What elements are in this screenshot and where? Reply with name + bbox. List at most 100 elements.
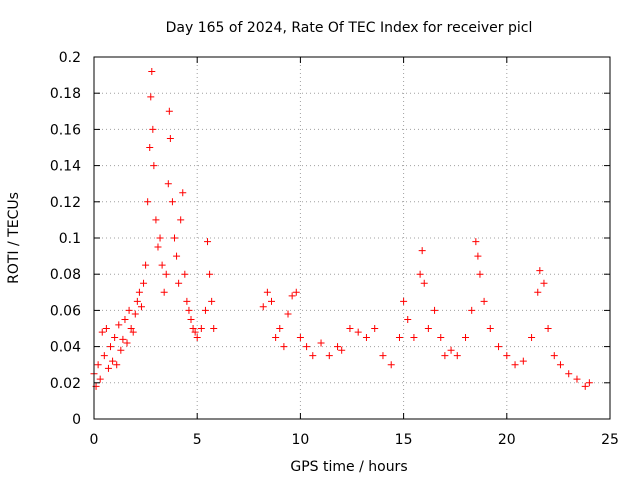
data-point — [395, 334, 403, 342]
data-point — [292, 288, 300, 296]
data-point — [94, 361, 102, 369]
data-point — [206, 270, 214, 278]
data-point — [410, 334, 418, 342]
data-point — [191, 328, 199, 336]
data-point — [146, 144, 154, 151]
data-point — [166, 134, 174, 142]
y-tick-label: 0.18 — [50, 86, 81, 102]
data-point — [137, 303, 145, 311]
data-point — [495, 343, 503, 351]
chart-title: Day 165 of 2024, Rate Of TEC Index for r… — [166, 20, 533, 36]
data-point — [100, 352, 108, 360]
data-point — [472, 238, 480, 246]
data-point — [362, 334, 370, 342]
data-point — [581, 382, 589, 390]
y-tick-label: 0.1 — [59, 231, 81, 247]
data-point — [179, 189, 187, 197]
data-point — [317, 339, 325, 347]
data-point — [263, 288, 271, 296]
data-point — [144, 198, 152, 206]
data-point — [536, 267, 544, 275]
data-point — [131, 310, 139, 318]
data-point — [565, 370, 573, 378]
data-point — [193, 334, 201, 342]
data-point — [447, 346, 455, 354]
grid-lines — [94, 57, 610, 419]
data-point — [420, 279, 428, 287]
data-point — [379, 352, 387, 360]
data-point — [117, 346, 125, 354]
data-point — [400, 297, 408, 305]
data-point — [173, 252, 181, 260]
data-point — [476, 270, 484, 278]
data-point — [127, 325, 135, 332]
data-point — [284, 310, 292, 318]
data-point — [418, 247, 426, 255]
x-tick-label: 5 — [193, 432, 202, 448]
x-tick-label: 0 — [90, 432, 99, 448]
y-tick-label: 0.12 — [50, 195, 81, 211]
data-point — [453, 352, 461, 360]
data-point — [168, 198, 176, 206]
data-point — [480, 297, 488, 305]
data-point — [148, 67, 156, 75]
data-point — [528, 334, 536, 342]
data-point — [197, 325, 205, 332]
y-tick-label: 0.02 — [50, 376, 81, 392]
data-point — [404, 315, 412, 323]
data-point — [113, 361, 121, 369]
x-tick-label: 10 — [291, 432, 309, 448]
data-point — [585, 379, 593, 387]
data-point — [96, 375, 104, 383]
y-tick-label: 0.2 — [59, 50, 81, 66]
data-point — [183, 297, 191, 305]
data-point — [165, 107, 173, 115]
y-tick-label: 0 — [72, 412, 81, 428]
data-point — [371, 325, 379, 332]
data-point — [104, 364, 112, 372]
data-point — [346, 325, 354, 332]
data-point — [135, 288, 143, 296]
data-point — [187, 315, 195, 323]
data-point — [431, 306, 439, 314]
y-axis-label: ROTI / TECUs — [6, 192, 22, 284]
data-point — [160, 288, 168, 296]
data-point — [142, 261, 150, 269]
data-point — [276, 325, 284, 332]
data-point — [177, 216, 185, 224]
data-point — [303, 343, 311, 351]
data-point — [573, 375, 581, 383]
data-point — [154, 243, 162, 251]
data-point — [503, 352, 511, 360]
data-point — [201, 306, 209, 314]
data-point — [156, 234, 164, 242]
data-point — [140, 279, 148, 287]
data-point — [189, 325, 197, 332]
data-point — [511, 361, 519, 369]
data-point — [556, 361, 564, 369]
y-tick-label: 0.08 — [50, 267, 81, 283]
y-tick-label: 0.06 — [50, 303, 81, 319]
data-point — [102, 325, 110, 332]
data-points — [90, 67, 593, 390]
data-point — [147, 93, 155, 101]
data-point — [296, 334, 304, 342]
x-tick-label: 25 — [601, 432, 619, 448]
data-point — [98, 328, 106, 336]
data-point — [170, 234, 178, 242]
data-point — [325, 352, 333, 360]
y-tick-label: 0.16 — [50, 122, 81, 138]
data-point — [288, 292, 296, 300]
data-point — [354, 328, 362, 336]
x-axis-label: GPS time / hours — [290, 459, 407, 475]
data-point — [259, 303, 267, 311]
data-point — [181, 270, 189, 278]
data-point — [540, 279, 548, 287]
data-point — [164, 180, 172, 188]
data-point — [338, 346, 346, 354]
data-point — [387, 361, 395, 369]
data-point — [123, 339, 131, 347]
y-tick-label: 0.14 — [50, 159, 81, 175]
data-point — [185, 306, 193, 314]
